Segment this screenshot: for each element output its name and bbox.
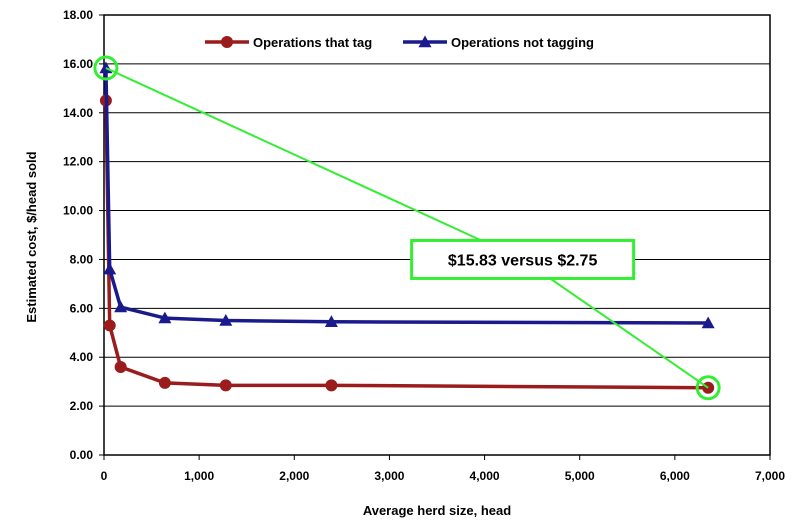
- y-tick-label: 6.00: [70, 301, 94, 315]
- series-1: [99, 94, 715, 394]
- series-layer: [99, 61, 715, 394]
- axis-ticks: 0.00 2.00 4.00 6.00 8.00 10.00 12.00 14.00 16.00…: [63, 8, 785, 483]
- x-tick-label: 0: [101, 469, 108, 483]
- annotation-text: $15.83 versus $2.75: [448, 252, 598, 269]
- x-axis-title: Average herd size, head: [363, 503, 511, 518]
- y-tick-label: 0.00: [70, 448, 94, 462]
- x-tick-label: 5,000: [565, 469, 595, 483]
- legend-item-2: Operations not tagging: [403, 35, 594, 50]
- annotation-box: [410, 238, 636, 280]
- gridlines: [104, 63, 770, 407]
- x-tick-label: 3,000: [374, 469, 404, 483]
- data-point: [114, 361, 127, 373]
- y-tick-label: 8.00: [70, 252, 94, 266]
- y-axis-title: Estimated cost, $/head sold: [24, 151, 39, 322]
- x-tick-label: 6,000: [660, 469, 690, 483]
- y-tick-label: 10.00: [63, 204, 93, 218]
- series-line: [104, 68, 709, 325]
- series-2: [99, 61, 715, 329]
- data-point: [219, 314, 233, 326]
- legend-marker: [418, 35, 432, 48]
- annotation-highlight: [695, 375, 721, 401]
- y-tick-label: 16.00: [63, 57, 93, 71]
- legend-item-1: Operations that tag: [205, 35, 372, 50]
- data-point: [324, 315, 338, 327]
- y-tick-label: 4.00: [70, 350, 94, 364]
- data-point: [103, 319, 116, 332]
- y-tick-label: 12.00: [63, 155, 93, 169]
- data-point: [158, 311, 172, 324]
- y-tick-label: 14.00: [63, 106, 93, 120]
- data-point: [325, 379, 338, 392]
- x-tick-label: 4,000: [470, 469, 500, 483]
- x-tick-label: 7,000: [755, 469, 785, 483]
- legend-label: Operations not tagging: [451, 35, 594, 50]
- legend-marker: [221, 36, 233, 48]
- annotation-connector: [522, 258, 709, 389]
- data-point: [114, 300, 128, 313]
- x-tick-label: 1,000: [184, 469, 214, 483]
- y-tick-label: 18.00: [63, 8, 93, 22]
- legend: Operations that tag Operations not taggin…: [205, 35, 594, 50]
- annotation-connector: [105, 67, 524, 261]
- data-point: [99, 61, 113, 74]
- data-point: [103, 262, 117, 275]
- data-point: [701, 316, 715, 329]
- plot-frame: [103, 14, 771, 456]
- x-tick-label: 2,000: [279, 469, 309, 483]
- plot-border: [103, 14, 771, 456]
- annotation-layer: $15.83 versus $2.75: [93, 55, 721, 401]
- data-point: [158, 376, 171, 389]
- data-point: [219, 379, 232, 392]
- legend-label: Operations that tag: [253, 35, 372, 50]
- y-tick-label: 2.00: [70, 399, 94, 413]
- annotation-highlight: [93, 55, 119, 81]
